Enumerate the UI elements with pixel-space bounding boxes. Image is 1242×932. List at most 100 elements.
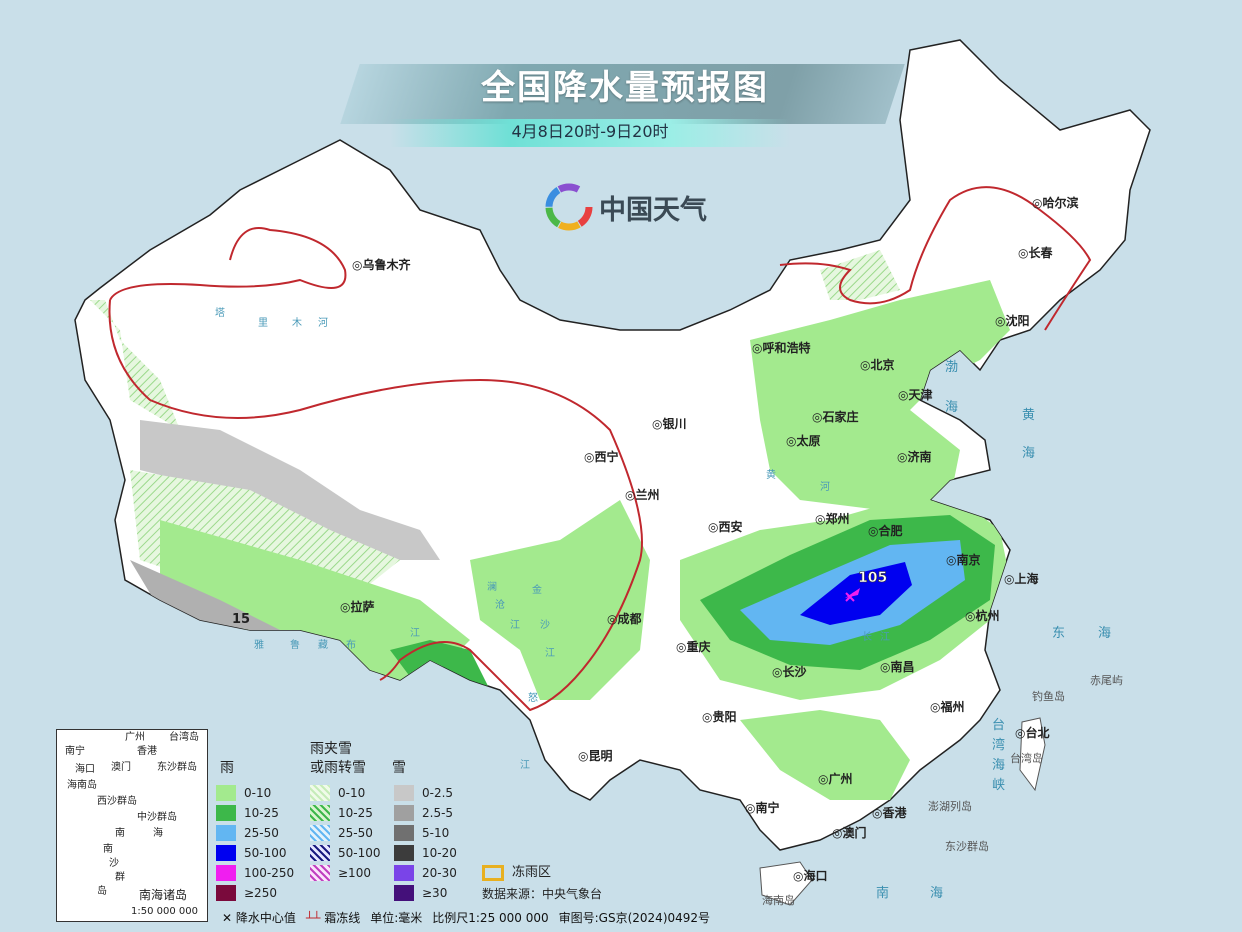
footer: ✕ 降水中心值 ┴┴ 霜冻线 单位:毫米 比例尺1:25 000 000 审图号… [222, 910, 710, 926]
legend-swatch [216, 865, 236, 881]
frost-line-legend: ┴┴ 霜冻线 [305, 911, 361, 925]
legend-mixed-item: 10-25 [310, 804, 373, 822]
inset-label: 香港 [137, 746, 157, 757]
city-label: ◎澳门 [832, 826, 867, 840]
inset-scale: 1:50 000 000 [131, 906, 198, 917]
river-label: 江 [520, 760, 530, 771]
river-label: 沧 [495, 600, 505, 611]
legend-freezing-rain: 冻雨区 [482, 864, 551, 882]
brand-name: 中国天气 [599, 194, 707, 226]
city-label: ◎福州 [930, 700, 965, 714]
inset-label: 沙 [109, 858, 119, 869]
city-label: ◎贵阳 [702, 710, 737, 724]
inset-label: 南 [103, 844, 113, 855]
city-label: ◎太原 [786, 434, 821, 448]
legend-mixed-item: 50-100 [310, 844, 381, 862]
city-label: ◎长沙 [772, 665, 807, 679]
river-label: 雅 [254, 640, 264, 651]
cross-icon: ✕ [222, 911, 233, 925]
inset-label: 西沙群岛 [97, 796, 137, 807]
freezing-rain-swatch [482, 865, 504, 881]
legend-snow-item: 20-30 [394, 864, 457, 882]
legend-mixed-item: 25-50 [310, 824, 373, 842]
max-center-marker [845, 592, 855, 602]
south-china-sea-inset: 南宁 广州 香港 澳门 海口 海南岛 西沙群岛 中沙群岛 东沙群岛 台湾岛南海南沙群岛 南海诸岛 … [56, 729, 208, 922]
river-label: 里 [258, 318, 268, 329]
sea-label: 海 [1022, 446, 1036, 461]
river-label: 澜 [487, 582, 497, 593]
river-label: 布 [346, 640, 356, 651]
island-label: 钓鱼岛 [1032, 690, 1065, 703]
city-label: ◎沈阳 [995, 314, 1030, 328]
city-label: ◎拉萨 [340, 600, 375, 614]
sea-label: 海 [945, 400, 959, 415]
legend-label: 0-10 [338, 786, 366, 800]
legend-swatch [310, 845, 330, 861]
legend-mixed-item: ≥100 [310, 864, 371, 882]
river-label: 怒 [528, 693, 538, 704]
legend-mixed-title-1: 雨夹雪 [310, 741, 352, 757]
city-label: ◎哈尔滨 [1032, 196, 1079, 210]
river-label: 藏 [318, 640, 328, 651]
legend-swatch [310, 865, 330, 881]
pinwheel-logo-icon [545, 183, 593, 231]
city-label: ◎西宁 [584, 450, 619, 464]
legend-swatch [394, 845, 414, 861]
inset-label: 南宁 [65, 746, 85, 757]
river-label: 河 [820, 482, 830, 493]
legend-swatch [310, 805, 330, 821]
city-label: ◎西安 [708, 520, 743, 534]
inset-label: 澳门 [111, 762, 131, 773]
city-label: ◎合肥 [868, 524, 903, 538]
legend-rain-item: ≥250 [216, 884, 277, 902]
precip-areas [90, 250, 1010, 800]
legend-swatch [394, 825, 414, 841]
city-label: ◎石家庄 [812, 410, 859, 424]
inset-label: 广州 [125, 732, 145, 743]
center-value-legend: ✕ 降水中心值 [222, 911, 296, 925]
legend-label: ≥30 [422, 886, 448, 900]
legend-swatch [310, 825, 330, 841]
city-label: ◎兰州 [625, 488, 660, 502]
river-label: 江 [410, 628, 420, 639]
legend-label: 20-30 [422, 866, 457, 880]
legend-label: 10-20 [422, 846, 457, 860]
island-label: 澎湖列岛 [928, 800, 972, 813]
river-label: 金 [532, 585, 542, 596]
legend-mixed-title-2: 或雨转雪 [310, 760, 366, 776]
legend-swatch [216, 825, 236, 841]
river-label: 木 [292, 318, 302, 329]
river-label: 江 [880, 632, 890, 643]
sea-label: 峡 [992, 778, 1006, 793]
legend-snow-item: 5-10 [394, 824, 449, 842]
inset-label: 群 [115, 872, 125, 883]
sea-label: 南 [876, 886, 890, 901]
legend-label: 50-100 [244, 846, 287, 860]
forecast-period: 4月8日20时-9日20时 [511, 122, 669, 141]
city-label: ◎杭州 [965, 609, 1000, 623]
city-label: ◎南昌 [880, 660, 915, 674]
legend-swatch [216, 885, 236, 901]
scale: 比例尺1:25 000 000 [432, 911, 549, 925]
subtitle-banner [390, 119, 790, 147]
sea-label: 海 [1098, 626, 1112, 641]
legend-snow-item: ≥30 [394, 884, 447, 902]
city-label: ◎乌鲁木齐 [352, 258, 411, 272]
frost-line-icon: ┴┴ [305, 911, 321, 925]
island-label: 海南岛 [762, 894, 795, 907]
city-label: ◎香港 [872, 806, 907, 820]
river-label: 鲁 [290, 640, 300, 651]
city-label: ◎上海 [1004, 572, 1039, 586]
inset-title: 南海诸岛 [139, 888, 188, 902]
city-label: ◎重庆 [676, 640, 711, 654]
sea-label: 台 [992, 718, 1006, 733]
legend-label: 2.5-5 [422, 806, 454, 820]
city-label: ◎昆明 [578, 749, 613, 763]
max-precip-value: 105 [858, 570, 888, 587]
river-label: 江 [510, 620, 520, 631]
legend-label: ≥100 [338, 866, 371, 880]
legend-swatch [216, 785, 236, 801]
city-label: ◎济南 [897, 450, 932, 464]
legend-rain-item: 50-100 [216, 844, 287, 862]
approval-number: 审图号:GS京(2024)0492号 [558, 911, 711, 925]
